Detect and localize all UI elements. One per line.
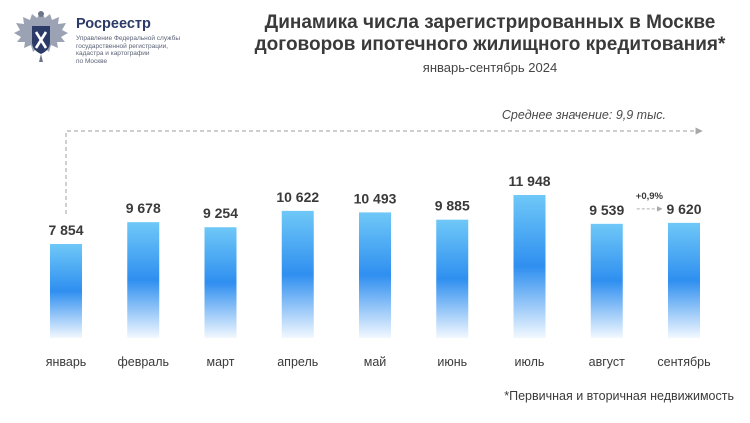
bar-value-label: 9 620	[666, 201, 701, 217]
logo: Росреестр Управление Федеральной службы …	[12, 8, 212, 68]
org-description: Управление Федеральной службы государств…	[76, 35, 216, 65]
bar-value-label: 10 493	[354, 190, 397, 206]
bar-сентябрь	[668, 222, 700, 338]
category-label: июль	[515, 355, 545, 369]
category-label: январь	[46, 355, 87, 369]
chart-title: Динамика числа зарегистрированных в Моск…	[240, 12, 740, 56]
org-description-line: государственной регистрации,	[76, 42, 169, 50]
chart-title-line: Динамика числа зарегистрированных в Моск…	[264, 12, 716, 33]
double-headed-eagle-emblem-icon	[14, 11, 68, 62]
bar-июль	[513, 195, 546, 338]
change-label: +0,9%	[636, 191, 664, 202]
average-label: Среднее значение: 9,9 тыс.	[502, 108, 666, 122]
chart-subtitle: январь-сентябрь 2024	[422, 60, 558, 75]
org-name: Росреестр	[76, 16, 151, 32]
footnote: *Первичная и вторичная недвижимость	[504, 389, 734, 403]
bar-value-label: 9 678	[126, 200, 161, 216]
average-arrow	[65, 127, 703, 214]
bar-июнь	[436, 219, 469, 338]
category-label: апрель	[277, 355, 318, 369]
org-description-line: Управление Федеральной службы	[76, 35, 180, 42]
bar-январь	[50, 243, 82, 338]
bar-август	[590, 223, 623, 338]
bar-value-label: 7 854	[48, 222, 83, 238]
bar-value-label: 10 622	[276, 189, 319, 205]
chart-title-line: договоров ипотечного жилищного кредитова…	[254, 34, 726, 55]
bar-value-label: 11 948	[508, 173, 550, 189]
bar-февраль	[127, 222, 160, 338]
category-label: июнь	[437, 355, 467, 369]
category-label: май	[364, 355, 387, 369]
org-description-line: кадастра и картографии	[76, 50, 150, 57]
bar-март	[204, 227, 237, 338]
bar-value-label: 9 885	[435, 198, 470, 214]
bar-value-label: 9 254	[203, 205, 238, 221]
category-label: февраль	[117, 355, 169, 369]
category-label: март	[207, 355, 235, 369]
bar-май	[359, 212, 391, 338]
category-label: август	[589, 355, 626, 369]
org-description-line: по Москве	[76, 57, 108, 65]
bar-апрель	[281, 210, 314, 338]
category-label: сентябрь	[657, 355, 710, 369]
bar-value-label: 9 539	[589, 202, 624, 218]
